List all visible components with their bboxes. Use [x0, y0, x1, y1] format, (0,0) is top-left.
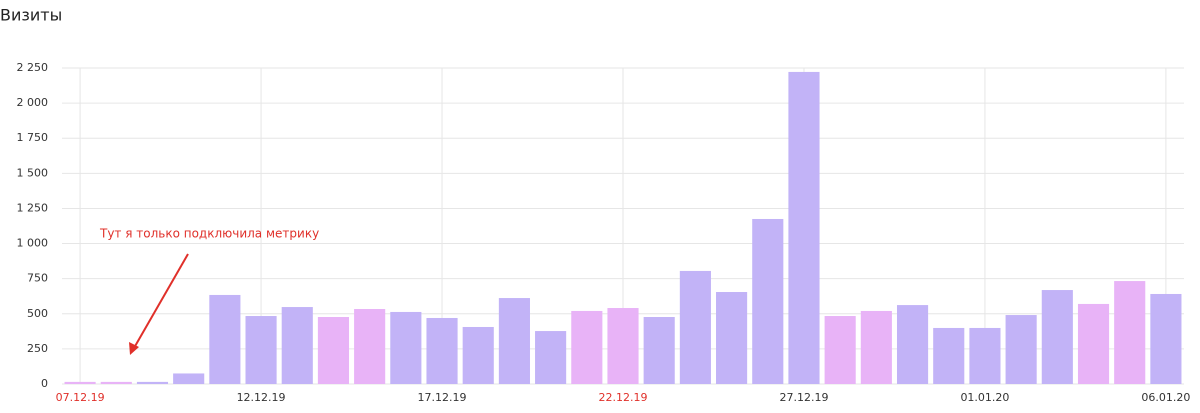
bar [535, 331, 567, 384]
bar [1077, 303, 1110, 384]
bar [824, 316, 856, 384]
bar [643, 317, 675, 384]
bar [571, 310, 603, 384]
bar [100, 381, 132, 384]
bar [390, 311, 422, 384]
y-tick-label: 500 [27, 307, 48, 320]
y-tick-label: 1 000 [17, 237, 49, 250]
bar [245, 316, 277, 384]
bar [896, 305, 929, 384]
annotation: Тут я только подключила метрику [99, 227, 319, 241]
x-tick-label: 01.01.20 [960, 391, 1009, 404]
x-tick-label: 22.12.19 [599, 391, 648, 404]
bar [607, 308, 639, 384]
bar [1150, 293, 1182, 384]
bar [136, 381, 169, 384]
bar [426, 317, 458, 384]
bar [1114, 281, 1146, 384]
bar [281, 307, 313, 384]
x-tick-label: 27.12.19 [779, 391, 828, 404]
y-tick-label: 1 250 [17, 201, 49, 214]
bar [354, 309, 386, 384]
bar [716, 292, 748, 384]
y-tick-label: 750 [27, 272, 48, 285]
annotation-arrowhead [129, 342, 139, 355]
y-tick-label: 1 750 [17, 131, 49, 144]
bar [1005, 315, 1037, 384]
x-tick-label: 12.12.19 [237, 391, 286, 404]
bar [173, 373, 205, 384]
bar [752, 218, 784, 384]
y-tick-label: 250 [27, 342, 48, 355]
bar [462, 326, 494, 384]
bar [933, 327, 965, 384]
y-tick-label: 2 000 [17, 96, 49, 109]
bar [498, 298, 530, 384]
bar [860, 310, 892, 384]
x-tick-label: 06.01.20 [1141, 391, 1190, 404]
bar [788, 71, 820, 385]
bar [969, 327, 1001, 384]
x-tick-label: 07.12.19 [56, 391, 105, 404]
bar [679, 270, 711, 384]
y-tick-label: 1 500 [17, 166, 49, 179]
chart-title: Визиты [0, 6, 62, 25]
bar [209, 294, 241, 384]
bar [1041, 290, 1073, 384]
annotation-arrow [133, 253, 189, 349]
y-tick-label: 2 250 [17, 61, 49, 74]
y-tick-label: 0 [41, 377, 48, 390]
bar [64, 381, 96, 384]
x-tick-label: 17.12.19 [418, 391, 467, 404]
bar [317, 317, 350, 384]
